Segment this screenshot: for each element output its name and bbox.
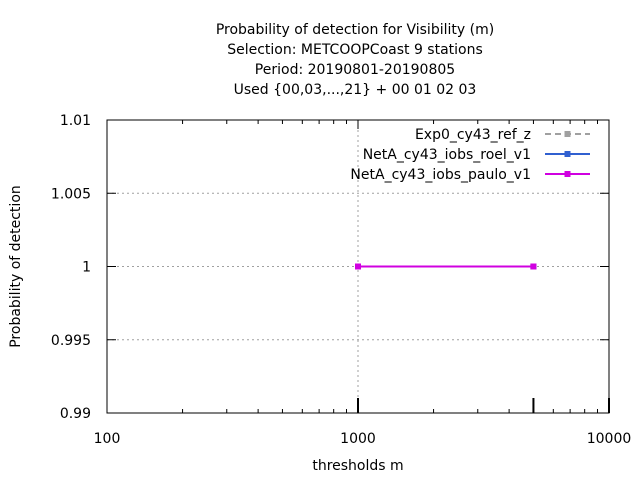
station-count-bar (532, 398, 535, 413)
y-tick-label: 1 (82, 260, 91, 276)
legend-label: Exp0_cy43_ref_z (415, 127, 531, 143)
title-line: Selection: METCOOPCoast 9 stations (227, 42, 483, 58)
y-tick-label: 1.01 (60, 113, 91, 129)
legend-label: NetA_cy43_iobs_roel_v1 (363, 147, 531, 163)
y-tick-label: 1.005 (51, 186, 91, 202)
y-tick-labels: 0.99 0.995 1 1.005 1.01 (51, 113, 91, 422)
y-tick-label: 0.995 (51, 333, 91, 349)
x-tick-label: 10000 (587, 431, 632, 447)
chart-title: Probability of detection for Visibility … (216, 22, 494, 98)
series-lines (355, 263, 537, 270)
series-point (530, 263, 537, 270)
x-axis-label: thresholds m (312, 458, 403, 474)
y-tick-label: 0.99 (60, 406, 91, 422)
x-tick-labels: 100 1000 10000 (94, 431, 632, 447)
legend-marker (564, 131, 571, 137)
station-count-bar (608, 398, 610, 413)
series-point (355, 263, 361, 270)
title-line: Used {00,03,...,21} + 00 01 02 03 (234, 82, 477, 98)
legend-label: NetA_cy43_iobs_paulo_v1 (350, 167, 531, 183)
x-tick-label: 1000 (340, 431, 376, 447)
minor-ticks (106, 119, 610, 414)
station-count-bar (357, 398, 359, 413)
y-axis-label: Probability of detection (8, 185, 24, 348)
legend-marker (564, 151, 571, 157)
legend: Exp0_cy43_ref_z NetA_cy43_iobs_roel_v1 Net… (350, 127, 590, 183)
legend-marker (564, 171, 571, 177)
title-line: Period: 20190801-20190805 (255, 62, 455, 78)
title-line: Probability of detection for Visibility … (216, 22, 494, 38)
station-count-bars (357, 398, 610, 413)
x-tick-label: 100 (94, 431, 121, 447)
